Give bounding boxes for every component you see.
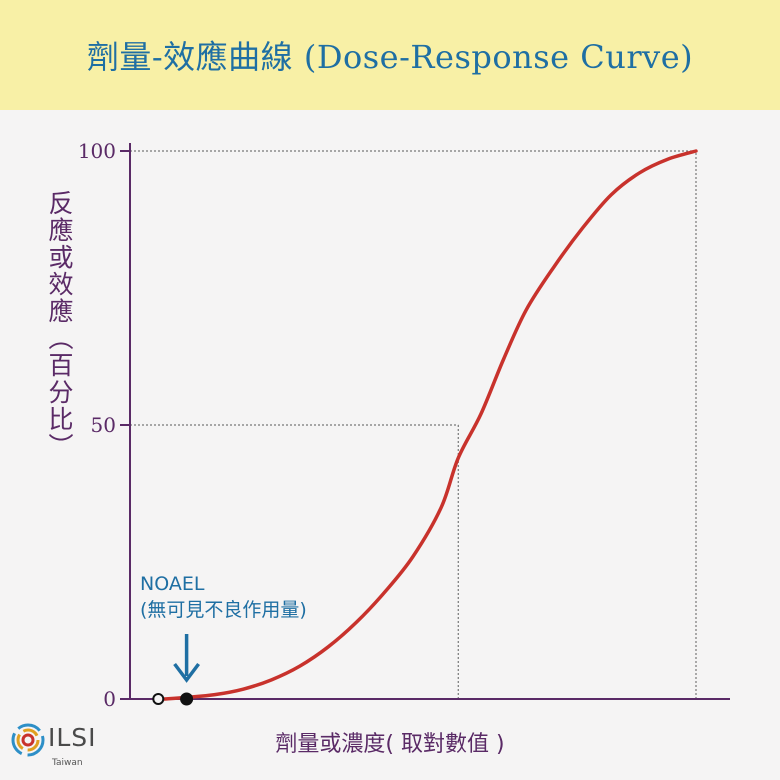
page-title: 劑量-效應曲線 (Dose-Response Curve) bbox=[86, 38, 694, 76]
noael-sublabel: (無可見不良作用量) bbox=[140, 599, 307, 621]
noael-label: NOAEL bbox=[140, 573, 205, 595]
y-tick-label-0: 0 bbox=[103, 687, 116, 711]
y-tick-label-100: 100 bbox=[78, 139, 116, 163]
title-banner: 劑量-效應曲線 (Dose-Response Curve) bbox=[0, 0, 780, 110]
noael-annotation: NOAEL (無可見不良作用量) bbox=[140, 571, 307, 623]
reference-lines bbox=[130, 150, 697, 699]
ilsi-logo-icon bbox=[11, 723, 45, 757]
x-axis-label: 劑量或濃度( 取對數值 ) bbox=[275, 732, 505, 757]
noael-point-marker bbox=[180, 692, 194, 706]
markers bbox=[152, 692, 194, 706]
y-axis-label: 反應或效應（百分比） bbox=[45, 190, 74, 460]
logo-name: ILSI bbox=[48, 723, 97, 752]
noael-arrow bbox=[173, 634, 200, 683]
y-tick-label-50: 50 bbox=[91, 413, 116, 437]
y-ticks: 0 50 100 bbox=[78, 139, 130, 711]
noael-arrow-head bbox=[173, 662, 200, 683]
dose-response-curve bbox=[162, 149, 698, 701]
logo-subtitle: Taiwan bbox=[52, 758, 83, 768]
open-point-marker bbox=[152, 693, 165, 705]
